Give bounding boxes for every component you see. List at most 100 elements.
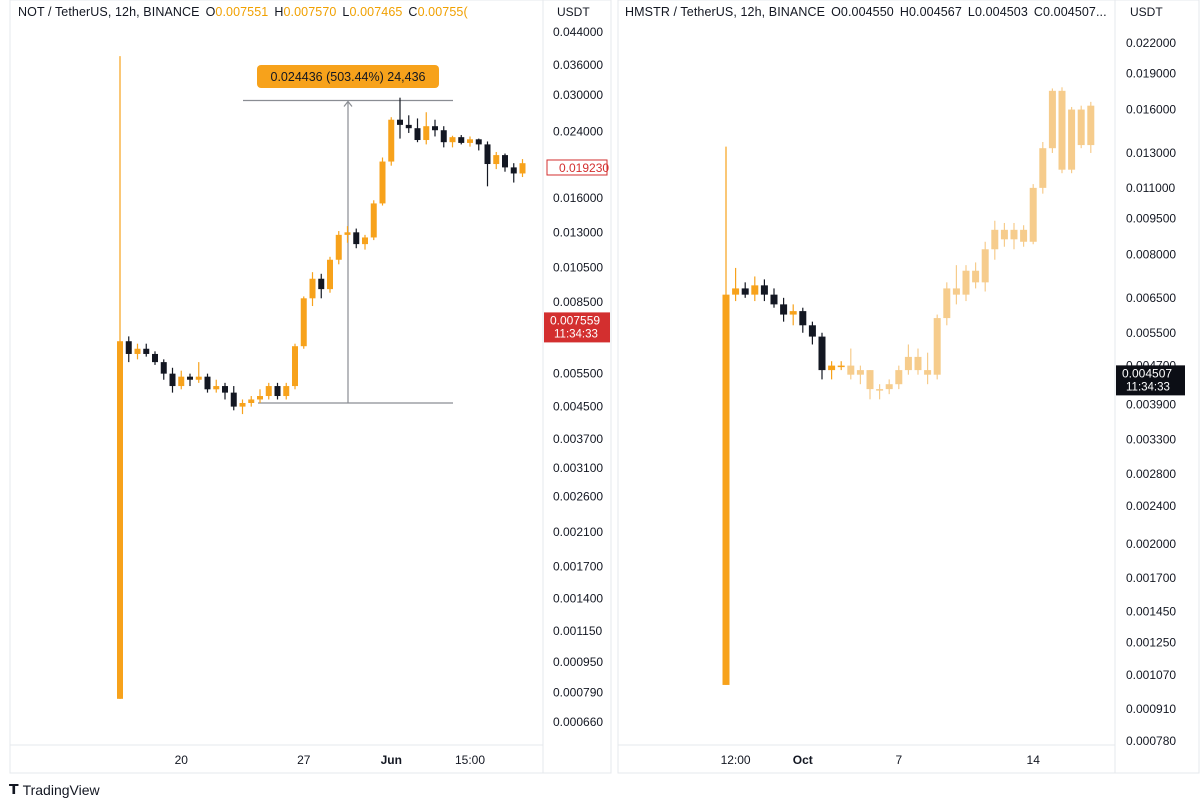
chart-canvas-not[interactable]: 0.044000 0.036000 0.030000 0.024000 0.019230…: [0, 0, 612, 774]
y-tick-label: 0.036000: [553, 58, 603, 72]
currency-label[interactable]: USDT: [1128, 4, 1165, 20]
candle-body: [204, 376, 211, 390]
candle-body: [475, 139, 482, 145]
candle-body: [818, 336, 826, 371]
y-tick-label: 0.002800: [1126, 467, 1176, 481]
candle-body: [222, 386, 228, 393]
candle-body: [847, 365, 855, 375]
candle-body: [770, 294, 778, 305]
candle-body: [248, 399, 255, 404]
candle-body: [519, 163, 526, 174]
panel-frame: [617, 0, 1200, 774]
candle-body: [274, 386, 281, 397]
y-tick-label: 0.005500: [1126, 326, 1176, 340]
candle-body: [1087, 105, 1095, 146]
current-price-label: 0.007559: [550, 313, 600, 327]
candle-body: [318, 278, 325, 290]
candle-body: [195, 376, 202, 380]
ohlc-open: 0.004550: [840, 5, 894, 19]
candle-body: [265, 386, 272, 397]
y-tick-label: 0.006500: [1126, 291, 1176, 305]
candle-body: [432, 126, 438, 131]
candle-body: [732, 288, 740, 295]
footer-branding[interactable]: 𝗧 TradingView: [9, 781, 100, 798]
candle-body: [1058, 90, 1066, 170]
candle-body: [502, 155, 508, 168]
ohlc-low: 0.007465: [349, 5, 403, 19]
candle-body: [440, 130, 447, 143]
candle-body: [187, 376, 193, 380]
x-tick-label: 14: [1027, 753, 1041, 767]
symbol-header-not: NOT / TetherUS, 12h, BINANCE O0.007551 H0.…: [18, 5, 468, 19]
candle-body: [213, 386, 220, 390]
candle-body: [152, 353, 158, 363]
candle-body: [866, 370, 874, 390]
candle-body: [799, 311, 807, 326]
candle-body: [353, 232, 360, 245]
candle-body: [722, 294, 730, 685]
candle-body: [962, 270, 970, 295]
y-tick-label: 0.010500: [553, 260, 603, 274]
symbol-header-hmstr: HMSTR / TetherUS, 12h, BINANCE O0.004550 H…: [625, 5, 1107, 19]
y-tick-label: 0.001450: [1126, 604, 1176, 618]
candle-body: [169, 373, 176, 387]
candle-body: [904, 356, 912, 371]
current-price-box: [1116, 365, 1185, 396]
candle-body: [1010, 229, 1018, 240]
candle-body: [1020, 229, 1028, 242]
chart-canvas-hmstr[interactable]: 0.022000 0.019000 0.016000 0.013000 0.011000…: [612, 0, 1200, 774]
chart-panel-not[interactable]: 0.044000 0.036000 0.030000 0.024000 0.019230…: [0, 0, 612, 774]
y-tick-label: 0.013000: [1126, 146, 1176, 160]
measure-label: 0.024436 (503.44%) 24,436: [271, 70, 426, 84]
x-tick-label: 15:00: [455, 753, 485, 767]
y-tick-label: 0.002600: [553, 490, 603, 504]
candle-body: [943, 288, 951, 319]
y-tick-label: 0.003900: [1126, 398, 1176, 412]
ohlc-close: 0.00755(: [417, 5, 468, 19]
candle-body: [397, 119, 403, 125]
candle-body: [885, 384, 893, 390]
y-tick-label: 0.000780: [1126, 734, 1176, 748]
brand-name: TradingView: [22, 781, 100, 798]
y-tick-label: 0.003300: [1126, 433, 1176, 447]
candle-body: [178, 376, 185, 387]
y-tick-label: 0.009500: [1126, 212, 1176, 226]
chart-panel-hmstr[interactable]: 0.022000 0.019000 0.016000 0.013000 0.011000…: [612, 0, 1200, 774]
measure-arrow-icon: [343, 100, 353, 107]
candle-body: [914, 356, 922, 371]
symbol-name: HMSTR / TetherUS, 12h, BINANCE: [625, 5, 826, 19]
countdown-label: 11:34:33: [554, 328, 598, 340]
y-tick-label: 0.002000: [1126, 537, 1176, 551]
candle-body: [467, 139, 473, 143]
y-tick-label: 0.016000: [553, 191, 603, 205]
ohlc-low: 0.004503: [974, 5, 1028, 19]
y-tick-label: 0.011000: [1126, 181, 1175, 195]
y-tick-label: 0.008000: [1126, 247, 1176, 261]
candle-body: [981, 249, 989, 283]
candle-body: [856, 370, 864, 375]
candle-body: [335, 234, 342, 260]
y-tick-label: 0.022000: [1126, 36, 1176, 50]
x-tick-label: Oct: [793, 753, 813, 767]
measure-label-box: [257, 65, 439, 88]
candle-body: [300, 298, 307, 347]
candle-body: [780, 304, 788, 315]
y-tick-label: 0.003100: [553, 461, 603, 475]
y-tick-label: 0.002100: [553, 525, 603, 539]
candle-body: [414, 128, 421, 141]
reference-price-box: [546, 159, 608, 176]
y-tick-label: 0.000910: [1126, 702, 1176, 716]
candle-body: [760, 285, 768, 295]
candle-body: [789, 311, 797, 315]
y-tick-label: 0.024000: [553, 125, 603, 139]
y-tick-label: 0.004500: [553, 400, 603, 414]
y-tick-label: 0.016000: [1126, 103, 1176, 117]
candle-body: [1029, 187, 1037, 242]
candle-body: [510, 167, 517, 174]
currency-label[interactable]: USDT: [555, 4, 592, 20]
candle-body: [933, 318, 941, 375]
candle-body: [449, 137, 456, 143]
candle-body: [125, 341, 132, 354]
y-tick-label: 0.001700: [553, 560, 603, 574]
candle-body: [230, 392, 237, 407]
